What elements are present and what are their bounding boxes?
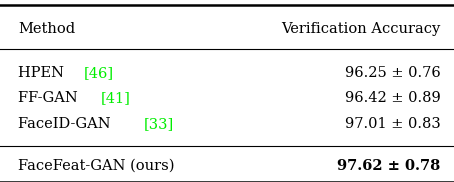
Text: FaceFeat-GAN (ours): FaceFeat-GAN (ours)	[18, 159, 175, 173]
Text: HPEN: HPEN	[18, 66, 69, 80]
Text: Method: Method	[18, 22, 75, 36]
Text: [41]: [41]	[101, 91, 131, 105]
Text: [33]: [33]	[143, 117, 174, 131]
Text: FF-GAN: FF-GAN	[18, 91, 83, 105]
Text: 97.01 ± 0.83: 97.01 ± 0.83	[345, 117, 440, 131]
Text: [46]: [46]	[84, 66, 114, 80]
Text: 97.62 ± 0.78: 97.62 ± 0.78	[337, 159, 440, 173]
Text: 96.42 ± 0.89: 96.42 ± 0.89	[345, 91, 440, 105]
Text: FaceID-GAN: FaceID-GAN	[18, 117, 115, 131]
Text: Verification Accuracy: Verification Accuracy	[281, 22, 440, 36]
Text: 96.25 ± 0.76: 96.25 ± 0.76	[345, 66, 440, 80]
